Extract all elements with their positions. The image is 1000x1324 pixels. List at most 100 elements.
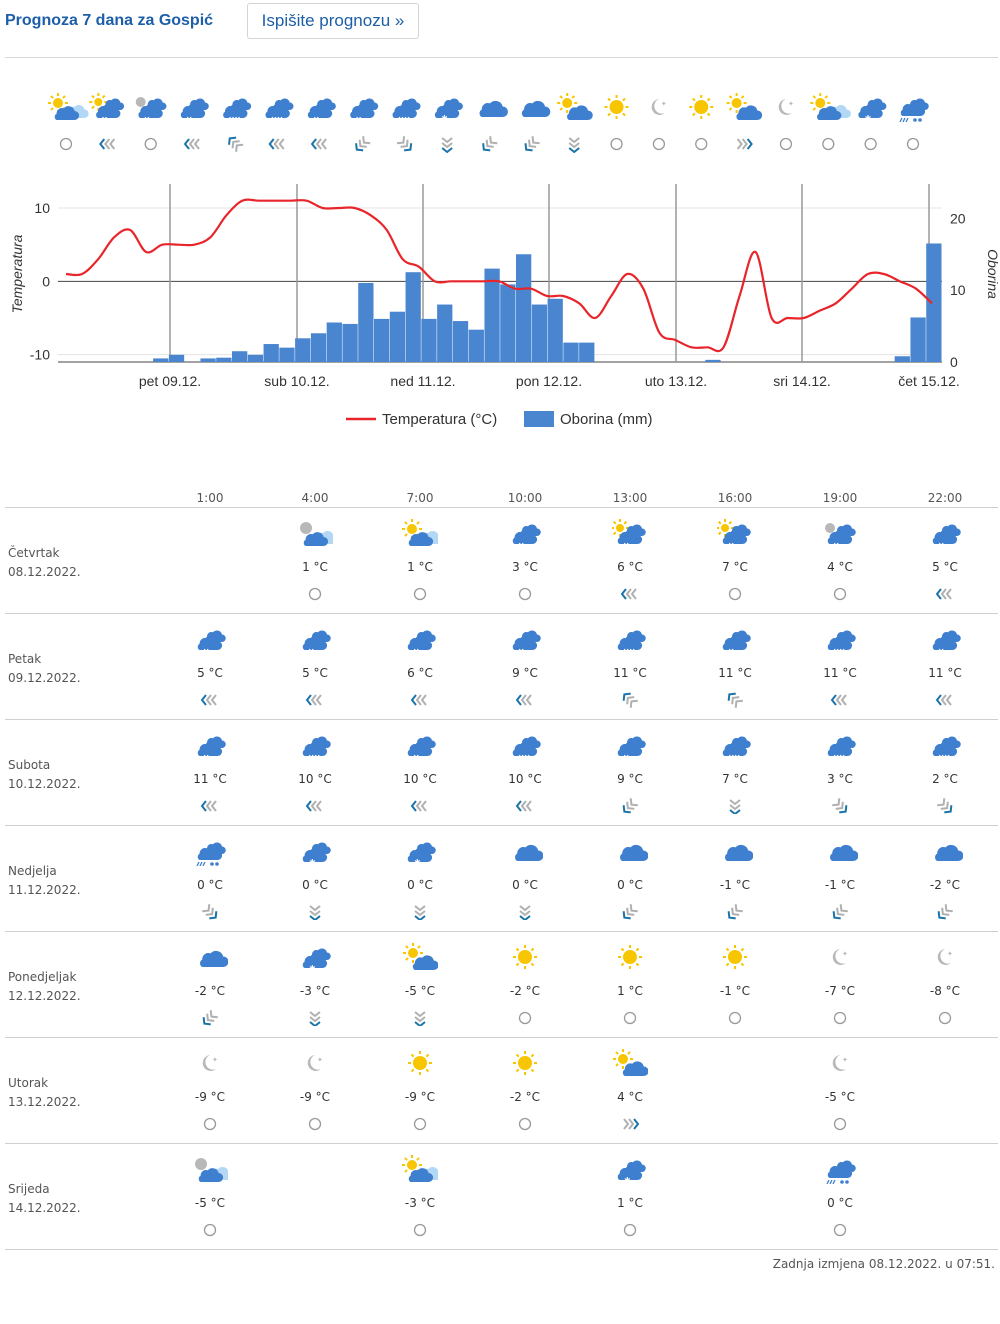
svg-text:✦: ✦ [788, 100, 794, 108]
temperature-value: -2 °C [194, 984, 226, 998]
forecast-cell: 5 °C [905, 508, 985, 614]
temperature-value: 4 °C [617, 1090, 643, 1104]
strip-wind-icon [568, 137, 580, 154]
strip-weather-icon [899, 98, 929, 123]
y-axis-title: Temperatura [9, 234, 25, 313]
forecast-cell: ✦ -5 °C [800, 1038, 880, 1144]
day-row: Nedjelja 11.12.2022. 0 °C ✱ 0 °C ✱ 0 °C 0… [5, 826, 998, 932]
day-weekday: Utorak [8, 1076, 49, 1090]
moon-icon: ✦ [937, 949, 953, 965]
strip-weather-icon: ✦ [778, 99, 794, 115]
day-weekday: Subota [8, 758, 51, 772]
temperature-value: 0 °C [407, 878, 433, 892]
forecast-cell: 9 °C [590, 720, 670, 826]
temperature-value: -7 °C [824, 984, 856, 998]
cloud-icon [515, 844, 543, 861]
forecast-cell: -2 °C [170, 932, 250, 1038]
last-modified: Zadnja izmjena 08.12.2022. u 07:51. [772, 1257, 995, 1271]
forecast-cell: 11 °C [170, 720, 250, 826]
temperature-value: 0 °C [617, 878, 643, 892]
precip-bar [310, 333, 327, 362]
rain-icon [302, 630, 331, 654]
temperature-value: -9 °C [194, 1090, 226, 1104]
forecast-cell: 6 °C [380, 614, 460, 720]
strip-wind-icon [695, 137, 708, 151]
forecast-cell: 10 °C [275, 720, 355, 826]
rain-icon [932, 524, 961, 548]
strip-wind-icon [906, 137, 920, 151]
wind-calm-icon [518, 1011, 532, 1025]
day-date: 08.12.2022. [8, 565, 81, 579]
temperature-value: 5 °C [197, 666, 223, 680]
precip-bar [547, 298, 563, 362]
strip-wind-icon [396, 136, 413, 152]
day-row: Srijeda 14.12.2022. -5 °C -3 °C ✱ 1 °C 0 … [5, 1144, 998, 1250]
wind-calm-icon [518, 1117, 532, 1131]
sun-cloud-icon [613, 1049, 648, 1076]
strip-wind-icon [183, 138, 200, 150]
temperature-value: 1 °C [617, 1196, 643, 1210]
moon-cloud-light-icon [300, 522, 333, 546]
time-header: 7:00 [406, 491, 434, 505]
snow-icon: ✱ [302, 948, 331, 972]
day-date: 12.12.2022. [8, 989, 81, 1003]
svg-text:✦: ✦ [947, 950, 953, 958]
forecast-cell: -5 °C [380, 932, 460, 1038]
forecast-cell: -1 °C [695, 932, 775, 1038]
temperature-value: 5 °C [302, 666, 328, 680]
forecast-cell: ✱ -3 °C [275, 932, 355, 1038]
wind-calm-icon [203, 1223, 217, 1237]
wind-right-icon [623, 1118, 640, 1130]
day-row: Subota 10.12.2022. 11 °C 10 °C 10 °C 10 °… [5, 720, 998, 826]
forecast-cell: -2 °C [485, 1038, 565, 1144]
wind-left-icon [935, 588, 952, 600]
temperature-value: -1 °C [824, 878, 856, 892]
temperature-value: -9 °C [404, 1090, 436, 1104]
wind-down-left-icon [622, 904, 638, 920]
cloud-icon [200, 950, 228, 967]
precip-bar [358, 282, 374, 362]
svg-text:✱: ✱ [441, 114, 448, 123]
temperature-value: -5 °C [404, 984, 436, 998]
forecast-cell: 10 °C [485, 720, 565, 826]
snow-icon: ✱ [617, 1160, 646, 1184]
strip-weather-icon [810, 93, 851, 120]
wind-down-right-icon [202, 904, 218, 920]
day-weekday: Srijeda [8, 1182, 50, 1196]
wind-down-icon [729, 799, 741, 814]
legend-temp-label[interactable]: Temperatura (°C) [382, 411, 497, 428]
cloud-icon [620, 844, 648, 861]
wind-calm-icon [833, 1011, 847, 1025]
strip-wind-icon [228, 136, 244, 152]
forecast-cell: 0 °C [800, 1144, 880, 1250]
wind-calm-icon [833, 1223, 847, 1237]
day-row: Četvrtak 08.12.2022. 1 °C 1 °C 3 °C 6 °C … [5, 508, 998, 614]
precip-bar [910, 317, 926, 362]
legend-precip-label[interactable]: Oborina (mm) [560, 411, 653, 428]
forecast-cell: 5 °C [170, 614, 250, 720]
temperature-value: -5 °C [194, 1196, 226, 1210]
forecast-cell: 11 °C [905, 614, 985, 720]
strip-weather-icon [48, 93, 89, 120]
forecast-cell: 9 °C [485, 614, 565, 720]
precip-bar [389, 311, 406, 362]
precip-bar [168, 354, 185, 362]
strip-wind-icon [99, 138, 116, 150]
wind-left-icon [515, 800, 532, 812]
print-forecast-button[interactable]: Ispišite prognozu » [247, 3, 419, 39]
temperature-value: 0 °C [197, 878, 223, 892]
wind-up-left-icon [622, 692, 638, 708]
wind-calm-icon [623, 1223, 637, 1237]
strip-weather-icon [479, 100, 508, 117]
forecast-cell: ✦ -9 °C [275, 1038, 355, 1144]
temperature-value: 1 °C [407, 560, 433, 574]
temperature-value: 5 °C [932, 560, 958, 574]
temperature-value: 7 °C [722, 560, 748, 574]
day-date: 10.12.2022. [8, 777, 81, 791]
day-date: 09.12.2022. [8, 671, 81, 685]
temperature-value: 7 °C [722, 772, 748, 786]
precip-bar [894, 356, 910, 362]
temperature-value: -9 °C [299, 1090, 331, 1104]
strip-wind-icon [482, 136, 498, 152]
temperature-value: 4 °C [827, 560, 853, 574]
